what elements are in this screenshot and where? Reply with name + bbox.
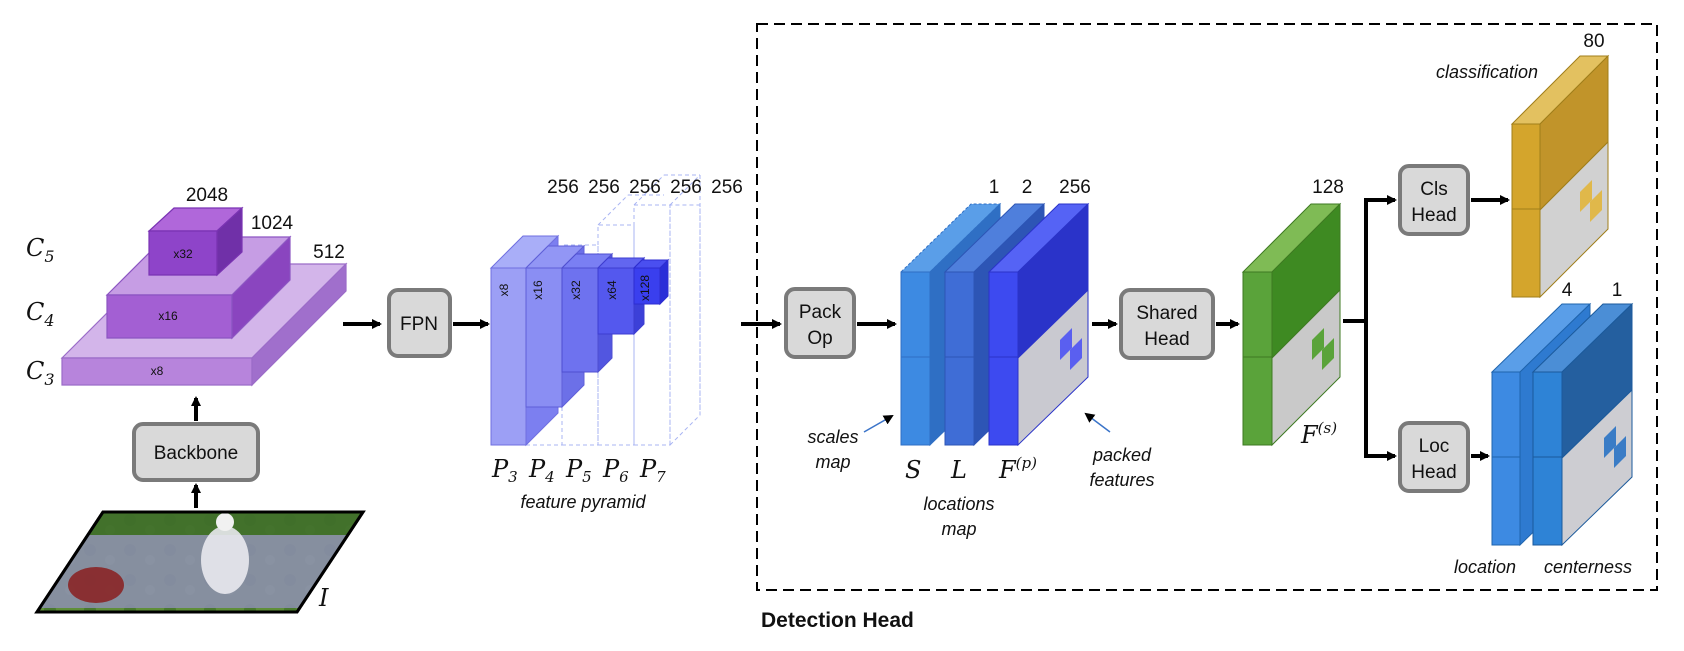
c3-label: C3	[26, 357, 55, 389]
c5-block: x32	[147, 206, 244, 277]
p3-scale: x8	[497, 283, 511, 296]
p3-channels: 256	[547, 177, 579, 198]
c4-scale: x16	[158, 309, 178, 323]
centerness-label: centerness	[1544, 557, 1632, 577]
fs-label: F(s)	[1300, 419, 1337, 449]
p7-label: P7	[639, 455, 666, 486]
cls-head-line1: Cls	[1420, 179, 1447, 200]
p6-channels: 256	[670, 177, 702, 198]
shared-head-line1: Shared	[1136, 303, 1197, 324]
p5-channels: 256	[629, 177, 661, 198]
arrow-fs-to-loc	[1364, 321, 1397, 461]
packed-features-line1: packed	[1092, 445, 1152, 465]
fp-label: F(p)	[998, 454, 1037, 484]
packed-maps: 1 2 256 S L F(p)	[899, 177, 1091, 484]
c3-channels: 512	[313, 242, 345, 263]
pack-op-box: Pack Op	[784, 287, 856, 359]
shared-head-line2: Head	[1144, 329, 1189, 350]
p6-scale: x64	[605, 280, 619, 300]
p5-label: P5	[565, 455, 592, 486]
location-channels: 4	[1562, 280, 1573, 301]
loc-head-box: Loc Head	[1398, 421, 1470, 493]
c5-channels: 2048	[186, 185, 228, 206]
detection-head-frame	[756, 23, 1658, 591]
fpn-label: FPN	[400, 314, 438, 335]
c5-scale: x32	[173, 247, 193, 261]
cls-head-box: Cls Head	[1398, 164, 1470, 236]
backbone-stack: x8 x16 x32 2048 1024 512 C5 C4 C3	[26, 185, 348, 389]
centerness-output-block	[1531, 302, 1634, 547]
detection-head-title: Detection Head	[761, 609, 914, 632]
c4-label: C4	[26, 298, 55, 330]
fs-channels: 128	[1312, 177, 1344, 198]
locations-map-line2: map	[941, 519, 976, 539]
c3-scale: x8	[151, 364, 164, 378]
s-label: S	[905, 456, 921, 484]
s-channels: 1	[989, 177, 1000, 198]
packed-features-pointer	[1084, 412, 1111, 433]
f-channels: 256	[1059, 177, 1091, 198]
packed-features-block	[987, 202, 1090, 447]
cls-head-line2: Head	[1411, 205, 1456, 226]
l-channels: 2	[1022, 177, 1033, 198]
p5-scale: x32	[569, 280, 583, 300]
input-label: I	[318, 584, 329, 612]
pack-op-label-line1: Pack	[799, 302, 842, 323]
p7-channels: 256	[711, 177, 743, 198]
location-label: location	[1454, 557, 1516, 577]
packed-features-line2: features	[1089, 470, 1154, 490]
fpn-box: FPN	[387, 288, 452, 358]
shared-head-box: Shared Head	[1119, 288, 1215, 360]
backbone-box: Backbone	[132, 422, 260, 482]
scales-map-line1: scales	[807, 427, 858, 447]
classification-label: classification	[1436, 62, 1538, 82]
backbone-label: Backbone	[154, 443, 239, 464]
p4-label: P4	[528, 455, 555, 486]
c5-label: C5	[26, 234, 55, 266]
feature-pyramid-caption: feature pyramid	[520, 492, 646, 512]
l-label: L	[950, 456, 967, 484]
p7-scale: x128	[638, 275, 652, 301]
cls-channels: 80	[1583, 31, 1604, 52]
locations-map-line1: locations	[923, 494, 994, 514]
loc-head-line2: Head	[1411, 462, 1456, 483]
p3-label: P3	[491, 455, 518, 486]
input-image	[34, 510, 366, 614]
p7-map: x128	[632, 258, 670, 306]
centerness-channels: 1	[1612, 280, 1623, 301]
classification-output-block	[1510, 54, 1610, 299]
p4-channels: 256	[588, 177, 620, 198]
c4-channels: 1024	[251, 213, 294, 234]
p4-scale: x16	[531, 280, 545, 300]
pack-op-label-line2: Op	[807, 328, 832, 349]
scales-map-pointer	[863, 415, 894, 433]
p6-label: P6	[602, 455, 629, 486]
feature-pyramid: x8 x16 x32 x64 x128 25	[489, 174, 743, 512]
shared-features-block	[1241, 202, 1342, 447]
scales-map-line2: map	[815, 452, 850, 472]
arrow-fs-to-cls	[1343, 195, 1397, 323]
loc-head-line1: Loc	[1419, 436, 1450, 457]
